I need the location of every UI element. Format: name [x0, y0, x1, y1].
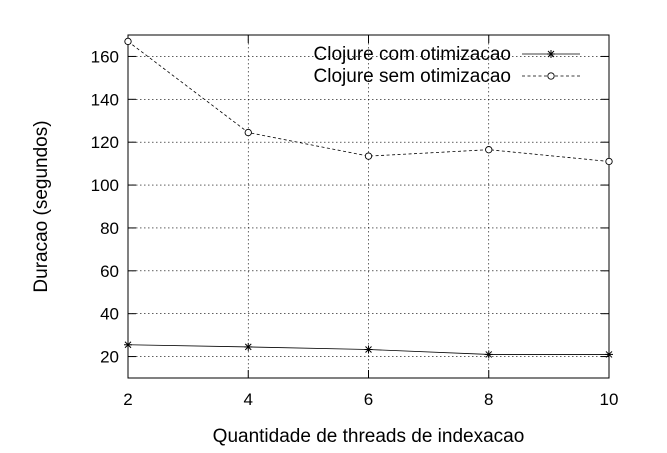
axis-ticks: 20 40 60 80 100 120 140 160 2 4 6 8 10 — [91, 35, 619, 409]
legend-marker — [547, 72, 555, 80]
y-tick-label: 100 — [91, 176, 119, 195]
x-tick-label: 8 — [484, 390, 493, 409]
x-tick-label: 2 — [123, 390, 132, 409]
y-tick-label: 40 — [100, 305, 119, 324]
data-point — [605, 157, 613, 166]
data-point — [244, 342, 253, 351]
data-point — [485, 146, 493, 154]
legend-marker — [547, 50, 555, 58]
data-point — [364, 345, 373, 354]
data-point — [124, 340, 132, 349]
y-tick-label: 140 — [91, 90, 119, 109]
series-line-2 — [127, 41, 610, 162]
x-tick-label: 6 — [364, 390, 373, 409]
data-point — [124, 37, 132, 46]
y-axis-label: Duracao (segundos) — [31, 120, 52, 292]
data-point — [605, 350, 613, 359]
y-tick-label: 80 — [100, 219, 119, 238]
legend-label: Clojure sem otimizacao — [314, 66, 511, 87]
y-tick-label: 120 — [91, 133, 119, 152]
x-tick-label: 10 — [600, 390, 619, 409]
y-tick-label: 20 — [100, 348, 119, 367]
x-axis-label: Quantidade de threads de indexacao — [213, 426, 525, 447]
y-tick-label: 160 — [91, 47, 119, 66]
y-tick-label: 60 — [100, 262, 119, 281]
series-markers — [124, 37, 613, 359]
legend-label: Clojure com otimizacao — [314, 44, 511, 65]
grid — [127, 35, 610, 378]
x-tick-label: 4 — [244, 390, 253, 409]
data-point — [244, 128, 252, 137]
data-point — [484, 350, 493, 359]
data-point — [364, 152, 373, 160]
